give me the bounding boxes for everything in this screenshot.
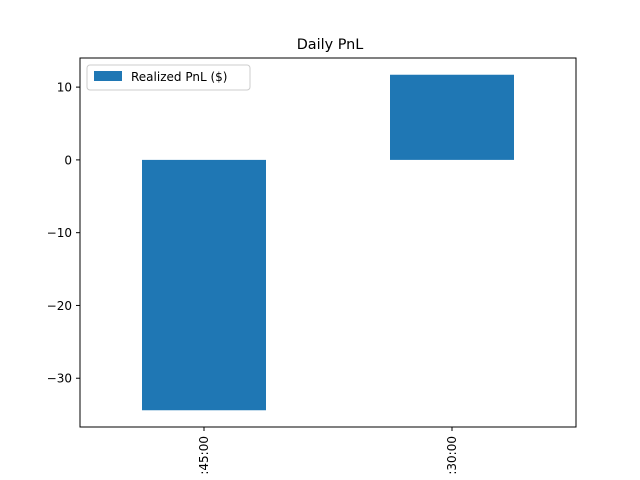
legend: Realized PnL ($) bbox=[86, 64, 251, 91]
y-tick-label-0: 10 bbox=[57, 81, 72, 95]
bars-group bbox=[142, 74, 514, 411]
x-tick-label-1: :30:00 bbox=[445, 436, 459, 475]
bar-1 bbox=[390, 74, 514, 160]
x-axis: :45:00 :30:00 bbox=[197, 427, 459, 475]
chart-title: Daily PnL bbox=[297, 37, 364, 53]
y-tick-label-2: −10 bbox=[47, 226, 72, 240]
legend-label: Realized PnL ($) bbox=[131, 70, 227, 84]
legend-swatch bbox=[94, 71, 122, 81]
y-axis: 10 0 −10 −20 −30 bbox=[47, 81, 80, 386]
y-tick-label-3: −20 bbox=[47, 299, 72, 313]
y-tick-label-1: 0 bbox=[64, 153, 72, 167]
plot-frame bbox=[79, 57, 577, 428]
y-tick-label-4: −30 bbox=[47, 372, 72, 386]
x-tick-label-0: :45:00 bbox=[197, 436, 211, 475]
bar-0 bbox=[142, 159, 266, 411]
legend-box bbox=[86, 64, 251, 91]
